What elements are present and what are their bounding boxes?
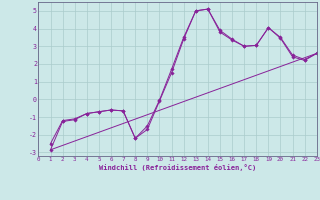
X-axis label: Windchill (Refroidissement éolien,°C): Windchill (Refroidissement éolien,°C)	[99, 164, 256, 171]
